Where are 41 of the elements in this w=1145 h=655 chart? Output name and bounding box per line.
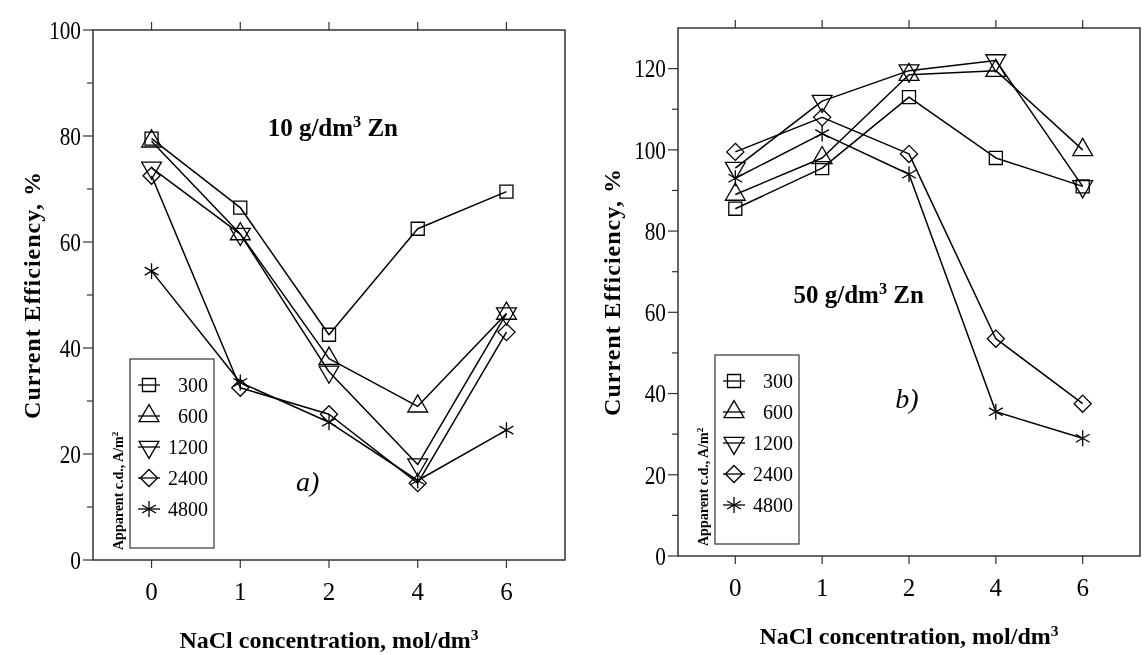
legend-label: 4800 (753, 494, 793, 516)
y-tick-label: 60 (644, 298, 666, 327)
y-tick-label: 20 (644, 460, 666, 489)
legend-label: 300 (763, 370, 793, 392)
x-tick-label: 1 (815, 574, 829, 601)
y-tick-label: 20 (59, 440, 81, 469)
x-tick-label: 4 (411, 578, 425, 605)
legend-label: 300 (178, 374, 208, 396)
y-tick-label: 0 (70, 546, 81, 575)
x-axis-title: NaCl concentration, mol/dm$^{3}$ (759, 621, 1059, 649)
y-tick-label: 100 (634, 135, 666, 164)
x-tick-label: 0 (729, 574, 742, 601)
annotation: 10 g/dm$^{3}$ Zn (267, 113, 399, 141)
y-tick-label: 60 (59, 228, 81, 257)
x-tick-label: 0 (145, 578, 158, 605)
legend-label: 1200 (753, 432, 793, 454)
legend-label: 600 (763, 401, 793, 423)
y-tick-label: 80 (644, 217, 666, 246)
annotation: 50 g/dm$^{3}$ Zn (793, 279, 924, 308)
x-tick-label: 4 (989, 574, 1003, 601)
y-tick-label: 40 (644, 379, 666, 408)
legend-label: 600 (178, 405, 208, 427)
x-tick-label: 6 (1076, 574, 1089, 601)
y-axis-title: Current Efficiency, % (19, 171, 45, 419)
y-tick-label: 80 (59, 122, 81, 151)
legend-label: 2400 (168, 467, 208, 489)
y-tick-label: 100 (49, 16, 81, 45)
x-tick-label: 2 (322, 578, 336, 605)
y-tick-label: 0 (655, 542, 666, 571)
y-tick-label: 120 (634, 54, 666, 83)
legend-label: 2400 (753, 463, 793, 485)
x-tick-label: 2 (902, 574, 916, 601)
y-axis-title: Current Efficiency, % (599, 168, 625, 416)
annotation: b) (895, 383, 919, 415)
annotation: a) (295, 466, 320, 498)
x-tick-label: 6 (500, 578, 513, 605)
x-axis-title: NaCl concentration, mol/dm$^{3}$ (179, 625, 479, 653)
legend-label: 4800 (168, 498, 208, 520)
x-tick-label: 1 (234, 578, 247, 605)
legend-label: 1200 (168, 436, 208, 458)
y-tick-label: 40 (59, 334, 81, 363)
